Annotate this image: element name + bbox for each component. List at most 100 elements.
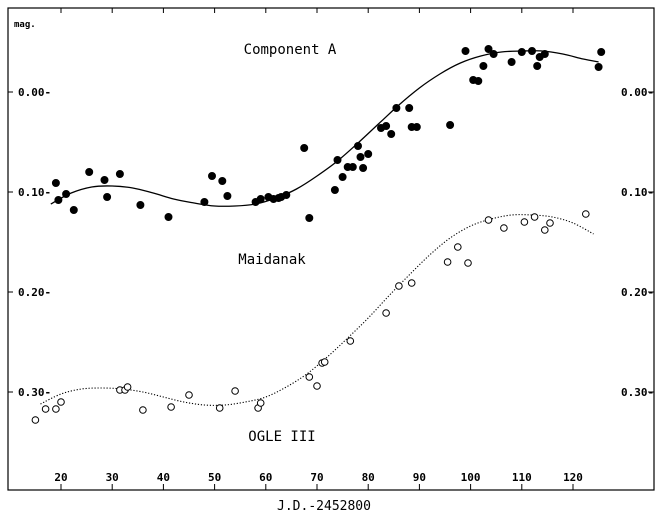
data-point-component-a <box>353 141 362 150</box>
data-point-ogle-iii <box>443 258 452 266</box>
data-point-component-a <box>103 192 112 201</box>
data-point-component-a <box>115 169 124 178</box>
y-tick-label-left: 0.20- <box>18 286 51 299</box>
data-point-component-a <box>484 45 493 54</box>
x-axis-label: J.D.-2452800 <box>277 499 371 514</box>
data-point-ogle-iii <box>185 391 193 399</box>
x-tick-label: 40 <box>157 471 170 484</box>
data-point-ogle-iii <box>500 224 508 232</box>
data-point-ogle-iii <box>52 405 60 413</box>
data-points <box>31 45 606 424</box>
data-point-component-a <box>356 152 365 161</box>
data-point-component-a <box>392 104 401 113</box>
data-point-ogle-iii <box>57 398 65 406</box>
x-tick-label: 60 <box>259 471 272 484</box>
data-point-component-a <box>382 122 391 131</box>
data-point-ogle-iii <box>530 213 539 221</box>
y-tick-label-right: 0.20- <box>621 286 654 299</box>
data-point-ogle-iii <box>346 337 355 345</box>
data-point-ogle-iii <box>582 210 590 218</box>
data-point-component-a <box>474 77 483 86</box>
data-point-component-a <box>85 167 94 176</box>
data-point-component-a <box>300 143 309 152</box>
x-axis-ticks: 20 30 40 50 60 70 80 90 100 110 120 <box>54 8 583 490</box>
data-point-ogle-iii <box>464 259 472 267</box>
data-point-ogle-iii <box>123 383 132 391</box>
data-point-ogle-iii <box>31 416 40 424</box>
annotation-maidanak: Maidanak <box>238 252 306 268</box>
data-point-component-a <box>207 171 216 180</box>
data-point-component-a <box>348 162 357 171</box>
data-point-ogle-iii <box>313 382 321 390</box>
x-tick-label: 20 <box>54 471 67 484</box>
data-point-component-a <box>200 197 209 206</box>
data-point-ogle-iii <box>541 226 549 234</box>
data-point-component-a <box>359 163 368 172</box>
fit-curves <box>40 50 599 406</box>
data-point-component-a <box>387 129 396 138</box>
data-point-component-a <box>405 104 414 113</box>
data-point-component-a <box>533 62 542 71</box>
data-point-component-a <box>528 47 537 56</box>
data-point-ogle-iii <box>215 404 224 412</box>
annotation-component-a: Component A <box>244 42 337 58</box>
data-point-component-a <box>100 175 109 184</box>
data-point-component-a <box>446 121 455 130</box>
x-tick-label: 110 <box>512 471 532 484</box>
data-point-component-a <box>333 155 342 164</box>
data-point-component-a <box>597 48 606 57</box>
data-point-ogle-iii <box>256 399 265 407</box>
data-point-ogle-iii <box>167 403 175 411</box>
data-point-component-a <box>136 200 145 209</box>
data-point-component-a <box>594 63 603 72</box>
fit-curve-ogle-iii <box>40 214 594 406</box>
data-point-component-a <box>62 189 71 198</box>
y-tick-label-left: 0.30- <box>18 386 51 399</box>
x-tick-label: 80 <box>362 471 375 484</box>
data-point-component-a <box>489 50 498 59</box>
x-tick-label: 30 <box>106 471 119 484</box>
data-point-ogle-iii <box>382 309 390 317</box>
data-point-ogle-iii <box>454 243 462 251</box>
data-point-ogle-iii <box>320 358 329 366</box>
y-tick-label-right: 0.30- <box>621 386 654 399</box>
data-point-component-a <box>305 213 314 222</box>
x-tick-label: 100 <box>461 471 481 484</box>
data-point-component-a <box>364 149 373 158</box>
data-point-component-a <box>412 123 421 132</box>
y-axis-ticks: 0.00- 0.00- 0.10- 0.10- 0.20- 0.20- 0.30- 0.30- <box>8 86 654 399</box>
data-point-component-a <box>256 194 265 203</box>
data-point-component-a <box>461 47 470 56</box>
y-tick-label-left: 0.00- <box>18 86 51 99</box>
data-point-component-a <box>507 58 516 67</box>
data-point-component-a <box>218 176 227 185</box>
data-point-component-a <box>54 195 63 204</box>
data-point-component-a <box>479 62 488 71</box>
data-point-component-a <box>282 190 291 199</box>
data-point-ogle-iii <box>520 218 529 226</box>
data-point-ogle-iii <box>395 282 403 290</box>
y-tick-label-left: 0.10- <box>18 186 51 199</box>
data-point-ogle-iii <box>484 216 493 224</box>
data-point-ogle-iii <box>139 406 147 414</box>
data-point-component-a <box>540 50 549 59</box>
y-tick-label-right: 0.10- <box>621 186 654 199</box>
plot-frame <box>7 7 655 491</box>
data-point-component-a <box>69 205 78 214</box>
x-tick-label: 70 <box>310 471 323 484</box>
data-point-ogle-iii <box>305 373 314 381</box>
data-point-component-a <box>51 178 60 187</box>
data-point-ogle-iii <box>546 219 554 227</box>
data-point-component-a <box>330 185 339 194</box>
data-point-component-a <box>517 48 526 57</box>
x-tick-label: 90 <box>413 471 426 484</box>
data-point-component-a <box>338 172 347 181</box>
data-point-ogle-iii <box>407 279 416 287</box>
data-point-ogle-iii <box>231 387 239 395</box>
x-tick-label: 120 <box>563 471 583 484</box>
y-axis-label: mag. <box>14 20 36 30</box>
x-tick-label: 50 <box>208 471 221 484</box>
data-point-component-a <box>223 191 232 200</box>
